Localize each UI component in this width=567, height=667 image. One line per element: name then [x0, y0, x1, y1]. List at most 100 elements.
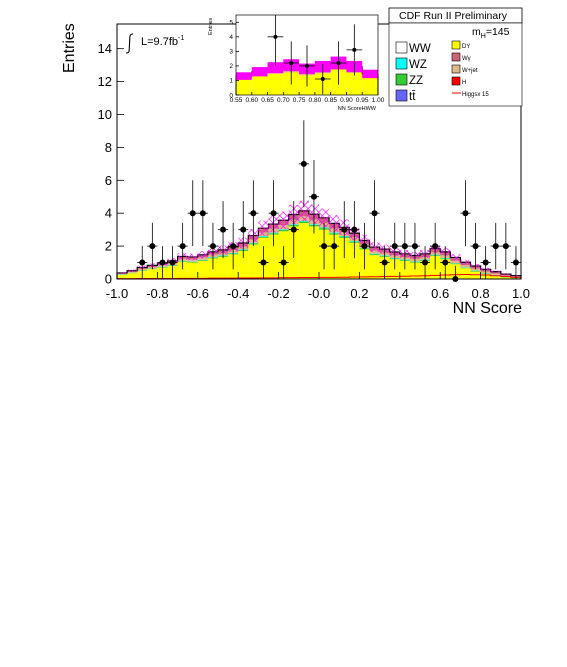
bar	[369, 254, 380, 256]
observed-data	[137, 120, 521, 282]
bar	[450, 263, 461, 265]
band-bin-cross	[127, 269, 138, 273]
band-bin-cross	[500, 273, 511, 275]
main-plot-area: -1.0 -0.8 -0.6 -0.4 -0.2 -0.0 0.2 0.4 0.6 0.8 1.0 …	[98, 23, 530, 301]
bar	[147, 269, 158, 279]
x-tick-label: 0.6	[431, 286, 449, 301]
bar	[197, 260, 208, 261]
band-bin-cross	[450, 254, 461, 261]
bar	[460, 267, 471, 269]
y-tick-label: 2	[229, 63, 233, 70]
bar	[177, 261, 188, 279]
integral-icon	[125, 33, 134, 54]
inset-chart: 0.55 0.60 0.65 0.70 0.75 0.80 0.85 0.90 0.95 1.00…	[208, 14, 385, 112]
data-point	[330, 41, 347, 85]
inset-x-ticks: 0.55 0.60 0.65 0.70 0.75 0.80 0.85 0.90 0.95 1.00	[230, 92, 385, 104]
bar	[346, 72, 363, 95]
data-point	[258, 246, 269, 279]
data-point	[460, 180, 471, 247]
band-bin	[251, 67, 268, 77]
x-tick-label: 0.55	[230, 97, 243, 104]
inset-y-ticks: 0 1 2 3 4 5	[229, 20, 239, 99]
data-point	[440, 246, 451, 279]
data-point	[283, 41, 300, 85]
bar	[127, 273, 138, 279]
bar	[187, 259, 198, 262]
data-point	[349, 201, 360, 259]
bar	[218, 256, 229, 279]
bar	[117, 273, 128, 275]
bar	[258, 236, 269, 237]
bar	[236, 79, 252, 95]
bar	[197, 257, 208, 260]
svg-text:L=9.7fb-1: L=9.7fb-1	[141, 35, 184, 48]
bar	[251, 76, 268, 95]
x-tick-label: -0.0	[308, 286, 330, 301]
y-tick-label: 4	[105, 206, 112, 221]
data-point	[420, 246, 431, 279]
y-axis-ticks: 0 2 4 6 8 10 12 14	[98, 41, 124, 287]
x-tick-label: 0.75	[293, 97, 306, 104]
series-dy	[117, 223, 521, 279]
data-point	[369, 180, 380, 247]
y-axis-label: Entries	[61, 23, 78, 73]
legend-label: tt̄	[409, 91, 416, 103]
data-point	[238, 201, 249, 259]
x-tick-label: 0.95	[356, 97, 369, 104]
data-point	[197, 180, 208, 247]
legend: mH=145 WW WZ ZZ tt̄ DY Wγ W+jet H Higgsx 15	[388, 22, 523, 107]
data-point	[409, 222, 420, 270]
y-tick-label: 10	[98, 107, 112, 122]
data-point	[147, 222, 158, 270]
x-tick-label: 1.00	[372, 97, 385, 104]
legend-label: W+jet	[462, 68, 478, 74]
bar	[278, 229, 289, 230]
legend-entry: Wγ	[451, 52, 471, 62]
legend-label: WW	[409, 43, 431, 55]
mass-label: mH=145	[472, 26, 510, 40]
legend-entry: Higgsx 15	[452, 92, 489, 98]
bar	[187, 262, 198, 279]
data-point	[308, 159, 319, 234]
data-point	[430, 222, 441, 270]
bar	[460, 268, 471, 279]
data-point	[268, 180, 279, 247]
x-tick-label: 1.0	[512, 286, 530, 301]
data-point	[510, 246, 521, 279]
y-tick-label: 1	[229, 78, 233, 85]
legend-entry: H	[451, 76, 466, 86]
bar	[197, 260, 208, 279]
legend-label: WZ	[409, 59, 427, 71]
bar	[298, 221, 309, 224]
y-tick-label: 3	[229, 49, 233, 56]
bar	[268, 234, 279, 279]
bar	[500, 277, 511, 279]
x-tick-label: 0.8	[472, 286, 490, 301]
higgs-signal-line	[117, 274, 521, 280]
data-point	[379, 246, 390, 279]
x-tick-label: 0.90	[340, 97, 353, 104]
band-bin-cross	[117, 271, 128, 274]
bar	[470, 271, 481, 279]
band-bin	[236, 72, 252, 80]
x-tick-label: 0.80	[309, 97, 322, 104]
bar	[362, 77, 378, 95]
data-point	[298, 120, 309, 208]
legend-label: Higgsx 15	[462, 92, 489, 98]
y-tick-label: 8	[105, 140, 112, 155]
bar	[308, 226, 319, 279]
bar	[339, 237, 350, 279]
data-point	[389, 222, 400, 270]
bar	[248, 244, 259, 279]
x-axis-label: NN Score	[453, 300, 522, 317]
data-point	[339, 201, 350, 259]
data-point	[267, 15, 284, 66]
bar	[267, 73, 284, 95]
data-point	[314, 63, 331, 95]
inset-observed-data	[267, 15, 363, 95]
y-tick-label: 6	[105, 173, 112, 188]
data-point	[346, 24, 363, 76]
x-tick-label: -0.8	[146, 286, 168, 301]
data-point	[359, 222, 370, 270]
